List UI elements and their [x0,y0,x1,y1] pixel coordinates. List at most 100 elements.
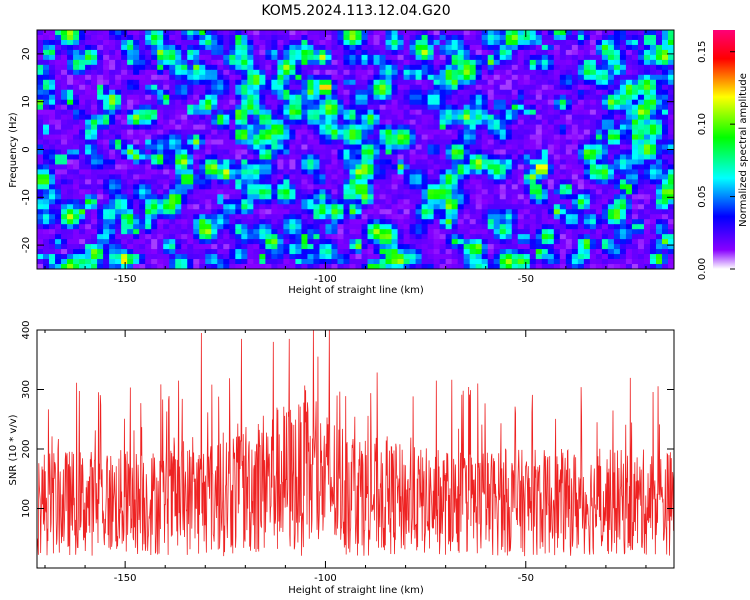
heatmap-cell [325,39,333,46]
heatmap-cell [553,34,561,41]
heatmap-cell [175,254,182,260]
heatmap-cell [553,84,561,91]
heatmap-cell [355,239,363,245]
heatmap-cell [313,119,321,126]
heatmap-cell [523,79,531,86]
heatmap-cell [439,189,447,195]
heatmap-cell [511,89,519,96]
heatmap-cell [79,169,86,175]
heatmap-cell [517,89,525,96]
heatmap-cell [343,84,351,91]
heatmap-cell [223,59,230,66]
heatmap-cell [247,134,254,141]
heatmap-cell [373,39,381,46]
heatmap-cell [661,189,669,195]
heatmap-cell [559,254,567,260]
heatmap-cell [391,139,399,146]
heatmap-cell [55,114,62,121]
heatmap-cell [235,199,242,205]
heatmap-cell [601,59,609,66]
heatmap-cell [589,119,597,126]
heatmap-cell [511,219,519,225]
heatmap-cell [43,249,50,255]
heatmap-cell [523,149,531,156]
heatmap-cell [121,239,128,245]
heatmap-cell [535,174,543,180]
heatmap-cell [427,184,435,190]
heatmap-cell [67,39,74,46]
heatmap-cell [271,154,278,161]
heatmap-cell [337,39,345,46]
heatmap-cell [541,134,549,141]
heatmap-cell [487,184,495,190]
heatmap-cell [217,209,224,215]
heatmap-cell [37,119,44,126]
heatmap-cell [589,214,597,220]
heatmap-cell [517,104,525,111]
heatmap-cell [433,204,441,210]
heatmap-cell [553,179,561,185]
heatmap-cell [385,214,393,220]
heatmap-cell [613,259,621,265]
heatmap-cell [217,79,224,86]
heatmap-cell [325,134,333,141]
heatmap-cell [97,30,104,36]
heatmap-cell [337,94,345,101]
heatmap-cell [559,139,567,146]
heatmap-cell [523,124,531,131]
heatmap-cell [349,134,357,141]
heatmap-cell [601,79,609,86]
heatmap-cell [541,204,549,210]
heatmap-cell [217,194,224,200]
heatmap-cell [631,134,639,141]
heatmap-cell [121,114,128,121]
heatmap-cell [631,169,639,175]
heatmap-cell [145,204,152,210]
heatmap-cell [589,239,597,245]
heatmap-cell [253,144,260,151]
heatmap-cell [301,129,309,136]
heatmap-cell [403,69,411,76]
heatmap-cell [421,194,429,200]
heatmap-cell [481,34,489,41]
heatmap-cell [271,199,278,205]
heatmap-cell [241,199,248,205]
heatmap-cell [667,99,674,106]
heatmap-cell [367,229,375,235]
heatmap-cell [253,209,260,215]
heatmap-cell [445,39,453,46]
heatmap-cell [55,134,62,141]
heatmap-cell [583,179,591,185]
heatmap-cell [619,129,627,136]
heatmap-cell [55,229,62,235]
heatmap-cell [541,94,549,101]
heatmap-cell [193,34,200,41]
heatmap-cell [127,84,134,91]
heatmap-cell [409,94,417,101]
heatmap-cell [61,44,68,51]
heatmap-cell [427,39,435,46]
heatmap-cell [181,209,188,215]
heatmap-cell [229,249,236,255]
heatmap-cell [613,129,621,136]
heatmap-cell [49,169,56,175]
heatmap-cell [271,209,278,215]
heatmap-cell [403,129,411,136]
heatmap-cell [37,169,44,175]
heatmap-cell [355,124,363,131]
heatmap-cell [397,169,405,175]
heatmap-cell [91,74,98,81]
heatmap-cell [265,139,272,146]
heatmap-cell [163,54,170,61]
heatmap-cell [73,254,80,260]
heatmap-cell [439,84,447,91]
heatmap-cell [61,184,68,190]
heatmap-cell [655,229,663,235]
heatmap-cell [499,169,507,175]
heatmap-cell [289,64,297,71]
heatmap-cell [157,184,164,190]
heatmap-cell [355,79,363,86]
heatmap-cell [667,229,674,235]
heatmap-cell [361,174,369,180]
heatmap-cell [55,264,62,269]
